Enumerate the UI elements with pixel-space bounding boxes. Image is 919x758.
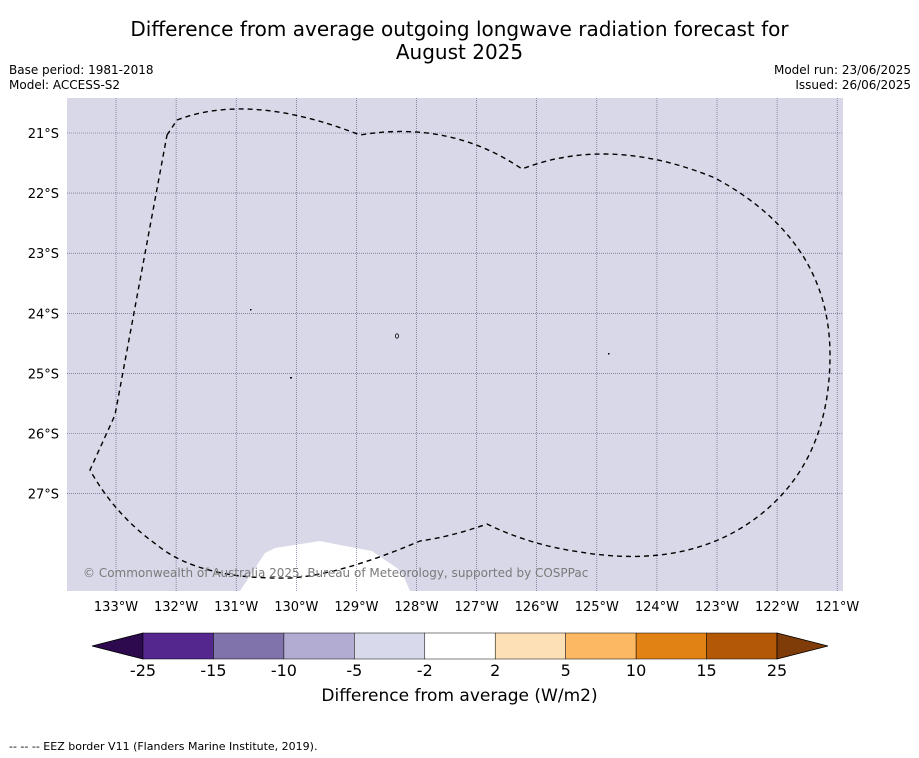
lon-label: 133°W xyxy=(94,600,138,615)
colorbar-segment xyxy=(142,632,214,660)
speck xyxy=(290,377,292,379)
speck xyxy=(394,333,399,339)
lat-label: 26°S xyxy=(28,428,59,443)
colorbar-tick-label: -10 xyxy=(271,661,297,680)
lat-label: 23°S xyxy=(28,247,59,262)
colorbar-tick-label: -2 xyxy=(417,661,433,680)
colorbar-tick-label: 5 xyxy=(561,661,571,680)
lon-label: 132°W xyxy=(154,600,198,615)
colorbar-tick-label: 10 xyxy=(626,661,646,680)
speck xyxy=(250,309,252,311)
lon-label: 121°W xyxy=(815,600,859,615)
colorbar-segment xyxy=(565,632,637,660)
colorbar-extend-high xyxy=(776,632,829,660)
lon-label: 127°W xyxy=(455,600,499,615)
base-period: Base period: 1981-2018 xyxy=(9,63,154,77)
lon-label: 129°W xyxy=(334,600,378,615)
lat-label: 27°S xyxy=(28,488,59,503)
meta-right: Model run: 23/06/2025 Issued: 26/06/2025 xyxy=(774,63,911,93)
lat-label: 24°S xyxy=(28,307,59,322)
lon-label: 130°W xyxy=(274,600,318,615)
lat-label: 22°S xyxy=(28,187,59,202)
meta-left: Base period: 1981-2018 Model: ACCESS-S2 xyxy=(9,63,154,93)
footer-legend: -- -- -- EEZ border V11 (Flanders Marine… xyxy=(9,740,318,753)
colorbar-tick-label: 2 xyxy=(490,661,500,680)
land-specks xyxy=(250,309,610,379)
colorbar-title: Difference from average (W/m2) xyxy=(321,686,598,706)
colorbar-segment xyxy=(635,632,707,660)
colorbar-tick-label: 15 xyxy=(696,661,716,680)
lon-label: 123°W xyxy=(695,600,739,615)
colorbar-tick-label: -15 xyxy=(200,661,226,680)
colorbar-segment xyxy=(283,632,355,660)
latitude-labels: 21°S 22°S 23°S 24°S 25°S 26°S 27°S xyxy=(28,127,59,503)
colorbar-tick-label: -25 xyxy=(130,661,156,680)
lon-label: 122°W xyxy=(755,600,799,615)
colorbar-tick-label: 25 xyxy=(767,661,787,680)
model-name: Model: ACCESS-S2 xyxy=(9,78,121,92)
colorbar-segment xyxy=(213,632,285,660)
colorbar: -25 -15 -10 -5 -2 2 5 10 15 25 xyxy=(91,632,829,680)
lat-label: 21°S xyxy=(28,127,59,142)
lat-label: 25°S xyxy=(28,367,59,382)
colorbar-extend-low xyxy=(91,632,144,660)
colorbar-segment xyxy=(354,632,426,660)
copyright-text: © Commonwealth of Australia 2025, Bureau… xyxy=(83,566,588,580)
lon-label: 131°W xyxy=(214,600,258,615)
lon-label: 124°W xyxy=(635,600,679,615)
issued-date: Issued: 26/06/2025 xyxy=(795,78,911,92)
lon-label: 126°W xyxy=(515,600,559,615)
colorbar-tick-label: -5 xyxy=(346,661,362,680)
title-line-2: August 2025 xyxy=(395,40,524,64)
speck xyxy=(608,353,610,355)
graticule xyxy=(67,98,843,591)
lon-label: 128°W xyxy=(394,600,438,615)
chart-title: Difference from average outgoing longwav… xyxy=(0,18,919,64)
colorbar-segment xyxy=(706,632,778,660)
colorbar-segment xyxy=(424,632,496,660)
longitude-labels: 133°W 132°W 131°W 130°W 129°W 128°W 127°W 126°W… xyxy=(94,600,860,615)
map-background xyxy=(67,98,843,591)
lon-label: 125°W xyxy=(575,600,619,615)
colorbar-segment xyxy=(494,632,566,660)
title-line-1: Difference from average outgoing longwav… xyxy=(130,17,789,41)
model-run: Model run: 23/06/2025 xyxy=(773,63,911,77)
